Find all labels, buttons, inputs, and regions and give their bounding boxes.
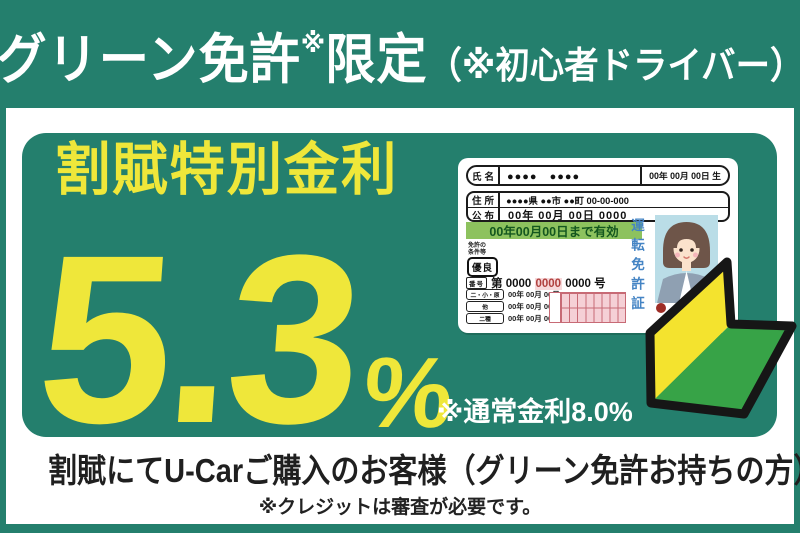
license-address-label: 住所 — [468, 193, 500, 207]
license-seal-dot — [656, 303, 666, 313]
footer-condition-text: 割賦にてU-Carご購入のお客様（グリーン免許お持ちの方） — [48, 452, 800, 489]
license-number-label: 番号 — [466, 277, 487, 289]
license-birth-value: 00年 00月 00日 生 — [640, 167, 728, 184]
license-valid-until-bar: 00年00月00日まで有効 — [466, 222, 642, 239]
header-title-paren: （※初心者ドライバー） — [427, 44, 800, 86]
license-issue-value: 00年 00月 00日 0000 — [508, 209, 628, 222]
license-number-highlight: 0000 — [534, 278, 563, 290]
footer-credit-note: ※クレジットは審査が必要です。 — [258, 497, 542, 518]
offer-note: ※通常金利8.0% — [437, 397, 633, 427]
license-issue-label: 公布 — [468, 208, 500, 220]
left-frame-strip — [0, 0, 6, 533]
license-number-row: 番号 第 0000 0000 0000 号 — [466, 277, 606, 290]
drivers-license-card: 氏名 ●●●● ●●●● 00年 00月 00日 生 住所 ●●●●県 ●●市 … — [458, 158, 738, 333]
license-grade-badge: 優良 — [467, 257, 499, 277]
beginner-mark-icon — [630, 245, 800, 430]
bottom-frame-strip — [0, 524, 800, 533]
header-title: グリーン免許※限定（※初心者ドライバー） — [0, 15, 800, 94]
header-title-suffix: 限定 — [324, 29, 428, 90]
license-category-row: 二・小・原 00年 00月 00日 — [466, 289, 560, 300]
license-category-row: 他 00年 00月 00日 — [466, 301, 560, 312]
header-note-mark: ※ — [300, 27, 325, 58]
license-name-label: 氏名 — [468, 167, 500, 184]
offer-rate: 5.3 % — [30, 205, 463, 473]
license-category-row: 二種 00年 00月 00日 — [466, 313, 560, 324]
license-number-value: 第 0000 0000 0000 号 — [491, 278, 606, 290]
offer-rate-value: 5.3 — [30, 205, 366, 473]
license-vertical-title: 運転免許証 — [629, 218, 644, 316]
license-name-value: ●●●● ●●●● — [507, 170, 581, 183]
license-name-row: 氏名 ●●●● ●●●● 00年 00月 00日 生 — [466, 165, 730, 186]
license-issue-row: 公布 00年 00月 00日 0000 — [468, 207, 728, 222]
header-title-main: グリーン免許 — [0, 29, 301, 90]
header-banner: グリーン免許※限定（※初心者ドライバー） — [0, 0, 800, 108]
license-address-value: ●●●●県 ●●市 ●●町 00-00-000 — [506, 196, 629, 206]
license-stamp-grid — [549, 292, 626, 323]
offer-heading: 割賦特別金利 — [55, 138, 399, 202]
right-frame-strip — [794, 0, 800, 533]
license-address-row: 住所 ●●●●県 ●●市 ●●町 00-00-000 — [468, 193, 728, 207]
license-conditions-label: 免許の 条件等 — [468, 243, 487, 256]
